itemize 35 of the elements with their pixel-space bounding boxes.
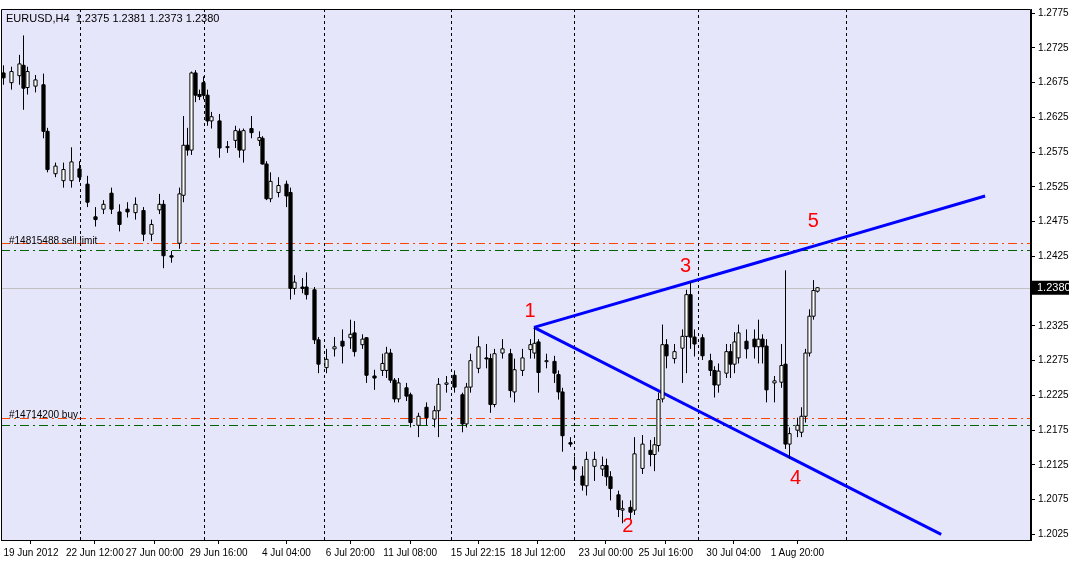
x-tick-label: 6 Jul 20:00: [325, 546, 376, 558]
y-tick-label: 1.2425: [1038, 250, 1069, 262]
y-tick-label: 1.2725: [1038, 41, 1069, 53]
text: 2: [622, 513, 634, 536]
x-tick-label: 4 Jul 04:00: [261, 546, 312, 558]
y-tick-label: 1.2475: [1038, 215, 1069, 227]
x-tick-label: 18 Jul 12:00: [510, 546, 566, 558]
y-tick-label: 1.2575: [1038, 145, 1069, 157]
y-tick-label: 1.2625: [1038, 111, 1069, 123]
y-tick-label: 1.2675: [1038, 76, 1069, 88]
y-tick-label: 1.2325: [1038, 319, 1069, 331]
ref-line-label: #14714200 buy: [9, 409, 78, 421]
y-tick-label: 1.2775: [1038, 6, 1069, 18]
x-tick-label: 1 Aug 20:00: [770, 546, 825, 558]
y-tick-label: 1.2525: [1038, 180, 1069, 192]
x-tick-label: 15 Jul 22:15: [450, 546, 506, 558]
x-tick-label: 27 Jun 00:00: [125, 546, 185, 558]
annotation: 5: [807, 209, 819, 232]
y-tick-label: 1.2225: [1038, 389, 1069, 401]
x-tick-label: 25 Jul 16:00: [638, 546, 694, 558]
x-tick-label: 29 Jun 16:00: [189, 546, 248, 558]
text: 3: [680, 253, 692, 276]
text: 1: [524, 298, 536, 321]
y-tick-label: 1.2175: [1038, 423, 1069, 435]
x-tick-label: 23 Jul 00:00: [578, 546, 634, 558]
chart-title: EURUSD,H4 1.2375 1.2381 1.2373 1.2380: [6, 11, 220, 24]
x-tick-label: 19 Jun 2012: [3, 546, 59, 558]
x-tick-label: 22 Jun 12:00: [65, 546, 125, 558]
y-tick-label: 1.2025: [1038, 528, 1069, 540]
x-tick-label: 30 Jul 04:00: [706, 546, 762, 558]
y-tick-label: 1.2075: [1038, 493, 1069, 505]
text: 4: [789, 466, 802, 489]
x-tick-label: 11 Jul 08:00: [383, 546, 438, 558]
y-tick-label: 1.2275: [1038, 354, 1069, 366]
y-tick-label: 1.2125: [1038, 458, 1069, 470]
